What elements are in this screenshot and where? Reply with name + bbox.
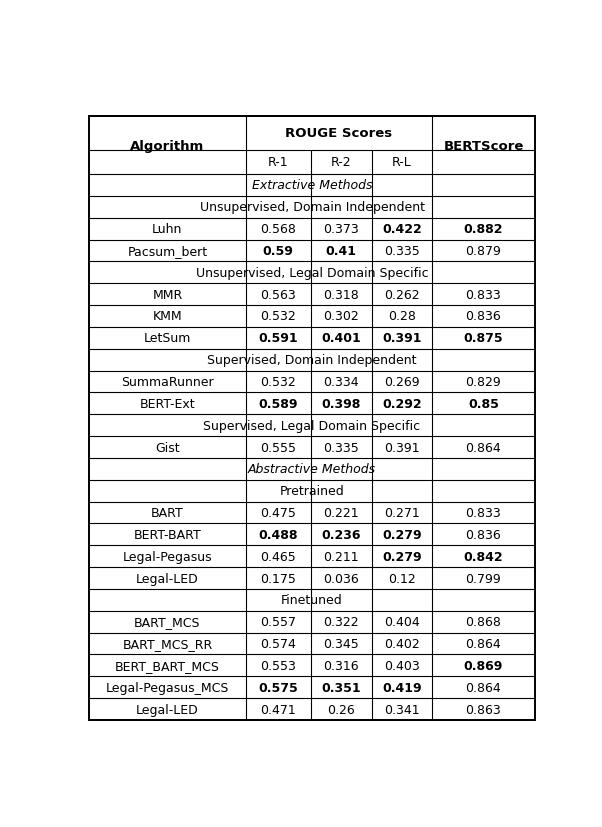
Text: BART: BART (151, 506, 184, 519)
Text: Unsupervised, Legal Domain Specific: Unsupervised, Legal Domain Specific (196, 266, 429, 280)
Text: BERTScore: BERTScore (443, 140, 524, 152)
Text: 0.864: 0.864 (465, 441, 501, 454)
Text: 0.402: 0.402 (384, 638, 420, 650)
Text: Legal-Pegasus_MCS: Legal-Pegasus_MCS (106, 681, 229, 694)
Text: 0.799: 0.799 (465, 571, 501, 585)
Text: 0.869: 0.869 (464, 659, 503, 672)
Text: 0.302: 0.302 (323, 310, 359, 323)
Text: Algorithm: Algorithm (130, 140, 205, 152)
Text: 0.221: 0.221 (323, 506, 359, 519)
Text: 0.211: 0.211 (323, 550, 359, 563)
Text: KMM: KMM (152, 310, 182, 323)
Text: 0.568: 0.568 (260, 222, 296, 236)
Text: Supervised, Legal Domain Specific: Supervised, Legal Domain Specific (203, 419, 421, 433)
Text: 0.475: 0.475 (260, 506, 296, 519)
Text: 0.373: 0.373 (323, 222, 359, 236)
Text: 0.403: 0.403 (384, 659, 420, 672)
Text: 0.575: 0.575 (258, 681, 298, 694)
Text: 0.262: 0.262 (384, 289, 420, 301)
Text: SummaRunner: SummaRunner (121, 375, 214, 389)
Text: 0.85: 0.85 (468, 397, 499, 410)
Text: R-1: R-1 (268, 156, 288, 169)
Text: Gist: Gist (155, 441, 180, 454)
Text: 0.334: 0.334 (323, 375, 359, 389)
Text: 0.879: 0.879 (465, 245, 501, 258)
Text: 0.471: 0.471 (260, 703, 296, 715)
Text: 0.882: 0.882 (464, 222, 503, 236)
Text: 0.279: 0.279 (382, 550, 421, 563)
Text: 0.12: 0.12 (388, 571, 416, 585)
Text: Finetuned: Finetuned (281, 594, 343, 607)
Text: Luhn: Luhn (152, 222, 182, 236)
Text: 0.419: 0.419 (382, 681, 421, 694)
Text: 0.279: 0.279 (382, 528, 421, 541)
Text: 0.836: 0.836 (465, 310, 501, 323)
Text: 0.836: 0.836 (465, 528, 501, 541)
Text: Pretrained: Pretrained (280, 485, 344, 498)
Text: Unsupervised, Domain Independent: Unsupervised, Domain Independent (199, 201, 424, 214)
Text: 0.422: 0.422 (382, 222, 422, 236)
Text: 0.829: 0.829 (465, 375, 501, 389)
Text: 0.271: 0.271 (384, 506, 420, 519)
Text: BERT-Ext: BERT-Ext (140, 397, 195, 410)
Text: 0.036: 0.036 (323, 571, 359, 585)
Text: 0.574: 0.574 (260, 638, 296, 650)
Text: 0.335: 0.335 (323, 441, 359, 454)
Text: 0.318: 0.318 (323, 289, 359, 301)
Text: 0.59: 0.59 (262, 245, 294, 258)
Text: 0.322: 0.322 (323, 615, 359, 629)
Text: Legal-LED: Legal-LED (136, 703, 199, 715)
Text: 0.401: 0.401 (321, 332, 361, 345)
Text: BERT_BART_MCS: BERT_BART_MCS (115, 659, 220, 672)
Text: 0.863: 0.863 (465, 703, 501, 715)
Text: ROUGE Scores: ROUGE Scores (285, 127, 393, 141)
Text: 0.553: 0.553 (260, 659, 296, 672)
Text: R-2: R-2 (331, 156, 352, 169)
Text: 0.842: 0.842 (464, 550, 503, 563)
Text: 0.345: 0.345 (323, 638, 359, 650)
Text: LetSum: LetSum (144, 332, 191, 345)
Text: 0.833: 0.833 (465, 289, 501, 301)
Text: 0.292: 0.292 (382, 397, 421, 410)
Text: 0.864: 0.864 (465, 638, 501, 650)
Text: 0.351: 0.351 (321, 681, 361, 694)
Text: Legal-LED: Legal-LED (136, 571, 199, 585)
Text: Pacsum_bert: Pacsum_bert (128, 245, 208, 258)
Text: 0.833: 0.833 (465, 506, 501, 519)
Text: 0.404: 0.404 (384, 615, 420, 629)
Text: BART_MCS_RR: BART_MCS_RR (122, 638, 213, 650)
Text: 0.465: 0.465 (260, 550, 296, 563)
Text: 0.391: 0.391 (384, 441, 420, 454)
Text: 0.236: 0.236 (321, 528, 361, 541)
Text: 0.864: 0.864 (465, 681, 501, 694)
Text: BERT-BART: BERT-BART (134, 528, 201, 541)
Text: Abstractive Methods: Abstractive Methods (248, 463, 376, 476)
Text: 0.391: 0.391 (382, 332, 421, 345)
Text: MMR: MMR (152, 289, 182, 301)
Text: 0.591: 0.591 (258, 332, 298, 345)
Text: 0.28: 0.28 (388, 310, 416, 323)
Text: 0.868: 0.868 (465, 615, 501, 629)
Text: 0.341: 0.341 (384, 703, 420, 715)
Text: 0.532: 0.532 (260, 375, 296, 389)
Text: 0.557: 0.557 (260, 615, 296, 629)
Text: 0.175: 0.175 (260, 571, 296, 585)
Text: 0.41: 0.41 (326, 245, 356, 258)
Text: 0.269: 0.269 (384, 375, 420, 389)
Text: Extractive Methods: Extractive Methods (252, 179, 372, 192)
Text: 0.335: 0.335 (384, 245, 420, 258)
Text: Supervised, Domain Independent: Supervised, Domain Independent (207, 354, 417, 366)
Text: R-L: R-L (392, 156, 412, 169)
Text: 0.532: 0.532 (260, 310, 296, 323)
Text: 0.398: 0.398 (321, 397, 361, 410)
Text: 0.555: 0.555 (260, 441, 296, 454)
Text: 0.875: 0.875 (464, 332, 503, 345)
Text: BART_MCS: BART_MCS (134, 615, 200, 629)
Text: 0.316: 0.316 (323, 659, 359, 672)
Text: 0.26: 0.26 (327, 703, 355, 715)
Text: Legal-Pegasus: Legal-Pegasus (123, 550, 213, 563)
Text: 0.563: 0.563 (260, 289, 296, 301)
Text: 0.589: 0.589 (258, 397, 298, 410)
Text: 0.488: 0.488 (258, 528, 298, 541)
